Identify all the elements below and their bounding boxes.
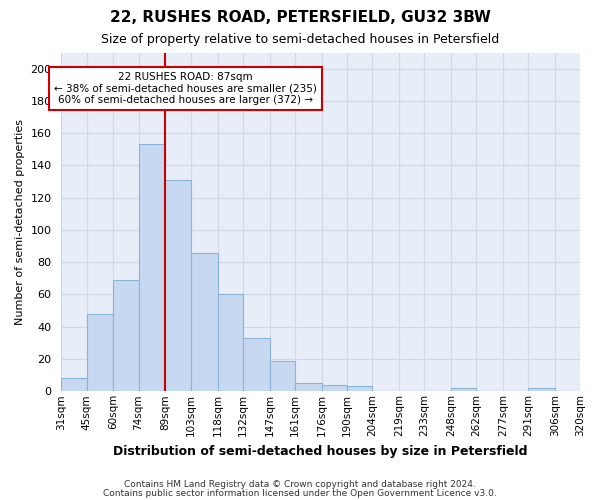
Text: 22, RUSHES ROAD, PETERSFIELD, GU32 3BW: 22, RUSHES ROAD, PETERSFIELD, GU32 3BW	[110, 10, 490, 25]
Bar	[528, 388, 555, 392]
Bar	[86, 314, 113, 392]
X-axis label: Distribution of semi-detached houses by size in Petersfield: Distribution of semi-detached houses by …	[113, 444, 528, 458]
Y-axis label: Number of semi-detached properties: Number of semi-detached properties	[15, 119, 25, 325]
Text: Size of property relative to semi-detached houses in Petersfield: Size of property relative to semi-detach…	[101, 32, 499, 46]
Bar	[347, 386, 372, 392]
Text: 22 RUSHES ROAD: 87sqm
← 38% of semi-detached houses are smaller (235)
60% of sem: 22 RUSHES ROAD: 87sqm ← 38% of semi-deta…	[54, 72, 317, 105]
Bar	[139, 144, 166, 392]
Bar	[295, 383, 322, 392]
Bar	[166, 180, 191, 392]
Bar	[191, 252, 218, 392]
Text: Contains HM Land Registry data © Crown copyright and database right 2024.: Contains HM Land Registry data © Crown c…	[124, 480, 476, 489]
Bar	[269, 360, 295, 392]
Text: Contains public sector information licensed under the Open Government Licence v3: Contains public sector information licen…	[103, 488, 497, 498]
Bar	[242, 338, 269, 392]
Bar	[61, 378, 86, 392]
Bar	[451, 388, 476, 392]
Bar	[113, 280, 139, 392]
Bar	[218, 294, 242, 392]
Bar	[322, 385, 347, 392]
